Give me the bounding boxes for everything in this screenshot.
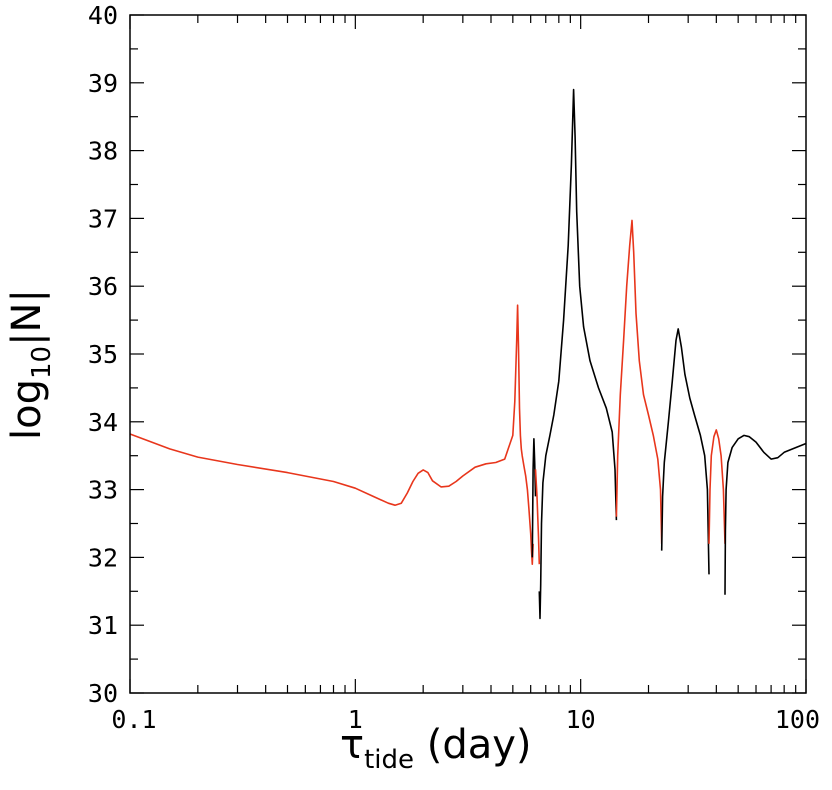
plot-frame xyxy=(129,14,807,694)
x-tick-label: 100 xyxy=(775,705,820,734)
black-series-line xyxy=(724,434,807,595)
red-series-line xyxy=(708,429,726,544)
y-tick-label: 36 xyxy=(88,272,118,301)
tick-marks xyxy=(129,14,807,694)
tick-labels: 0.1 1 10 100 30 31 32 33 34 35 36 37 38 39 40 xyxy=(88,1,820,734)
y-tick-label: 31 xyxy=(88,611,118,640)
x-tick-label: 10 xyxy=(566,705,596,734)
red-series-line xyxy=(615,219,663,544)
black-series-line xyxy=(538,88,618,620)
x-tick-label: 1 xyxy=(348,705,363,734)
x-axis-title: τtide (day) xyxy=(340,722,532,775)
y-tick-label: 33 xyxy=(88,476,118,505)
x-tick-label: 0.1 xyxy=(111,705,156,734)
y-tick-label: 37 xyxy=(88,204,118,233)
black-series-line xyxy=(531,437,537,558)
y-axis-title: log10|N| xyxy=(4,289,57,440)
y-tick-label: 38 xyxy=(88,137,118,166)
y-axis-subscript: 10 xyxy=(27,346,57,379)
x-axis-subscript: tide xyxy=(364,745,414,775)
y-tick-label: 34 xyxy=(88,408,118,437)
x-axis-symbol: τ xyxy=(340,722,364,768)
red-series-line xyxy=(129,304,534,566)
y-axis-base: log xyxy=(4,379,50,440)
x-axis-unit: (day) xyxy=(414,722,532,768)
black-series-line xyxy=(660,328,710,575)
y-tick-label: 39 xyxy=(88,69,118,98)
y-tick-label: 30 xyxy=(88,679,118,708)
y-axis-rest: |N| xyxy=(4,289,50,346)
y-tick-label: 32 xyxy=(88,543,118,572)
red-series-line xyxy=(534,469,541,565)
data-series xyxy=(129,88,807,620)
y-tick-label: 40 xyxy=(88,1,118,30)
y-tick-label: 35 xyxy=(88,340,118,369)
